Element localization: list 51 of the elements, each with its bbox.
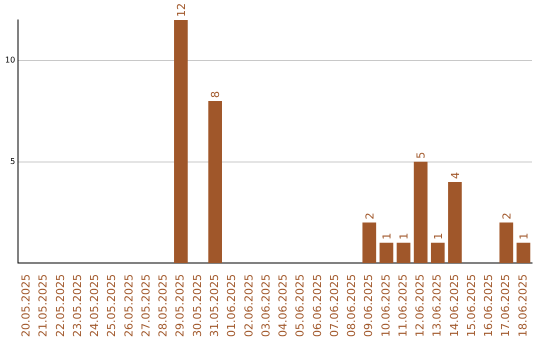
data-label: 4	[448, 172, 462, 180]
data-label: 1	[380, 232, 394, 240]
bar	[414, 162, 428, 264]
y-tick-label: 10	[4, 56, 16, 65]
x-tick-label: 21.05.2025	[36, 274, 50, 338]
x-tick-label: 04.06.2025	[276, 274, 290, 338]
data-label: 1	[432, 232, 445, 240]
x-tick-label: 07.06.2025	[328, 274, 341, 338]
bar	[430, 242, 445, 264]
x-tick-label: 06.06.2025	[310, 274, 324, 338]
data-label: 1	[398, 232, 411, 240]
x-tick-label: 09.06.2025	[362, 274, 376, 338]
x-tick-label: 03.06.2025	[259, 274, 272, 338]
x-tick-label: 15.06.2025	[464, 274, 478, 338]
data-label: 5	[414, 152, 428, 159]
x-tick-label: 13.06.2025	[430, 274, 444, 338]
bar	[499, 222, 514, 264]
x-tick-label: 22.05.2025	[54, 274, 67, 338]
x-tick-label: 20.05.2025	[20, 274, 33, 338]
x-tick-label: 11.06.2025	[396, 274, 410, 338]
x-tick-label: 24.05.2025	[88, 274, 102, 338]
x-tick-label: 23.05.2025	[70, 274, 84, 338]
x-tick-label: 12.06.2025	[414, 274, 427, 338]
x-tick-label: 31.05.2025	[208, 274, 222, 338]
x-tick-label: 26.05.2025	[122, 274, 136, 338]
data-label: 8	[209, 91, 222, 98]
data-label: 1	[517, 232, 530, 240]
bar	[516, 242, 530, 264]
x-tick-label: 16.06.2025	[482, 274, 496, 338]
x-tick-label: 02.06.2025	[242, 274, 256, 338]
x-tick-label: 08.06.2025	[345, 274, 358, 338]
bar	[174, 20, 188, 264]
data-label: 2	[363, 212, 376, 220]
x-tick-label: 18.06.2025	[516, 274, 530, 338]
x-tick-label: 14.06.2025	[448, 274, 461, 338]
bar	[380, 242, 394, 264]
x-tick-label: 28.05.2025	[156, 274, 170, 338]
x-tick-label: 10.06.2025	[379, 274, 392, 338]
x-tick-label: 30.05.2025	[190, 274, 204, 338]
x-tick-label: 05.06.2025	[294, 274, 307, 338]
x-tick-label: 01.06.2025	[225, 274, 238, 338]
bar	[208, 101, 222, 264]
data-label: 12	[174, 3, 188, 17]
bar	[362, 222, 376, 264]
x-tick-label: 27.05.2025	[139, 274, 152, 338]
x-tick-label: 25.05.2025	[105, 274, 118, 338]
x-tick-label: 17.06.2025	[499, 274, 512, 338]
x-tick-label: 29.05.2025	[174, 274, 187, 338]
bar	[396, 242, 410, 264]
bar	[448, 182, 462, 264]
data-label: 2	[500, 212, 514, 220]
